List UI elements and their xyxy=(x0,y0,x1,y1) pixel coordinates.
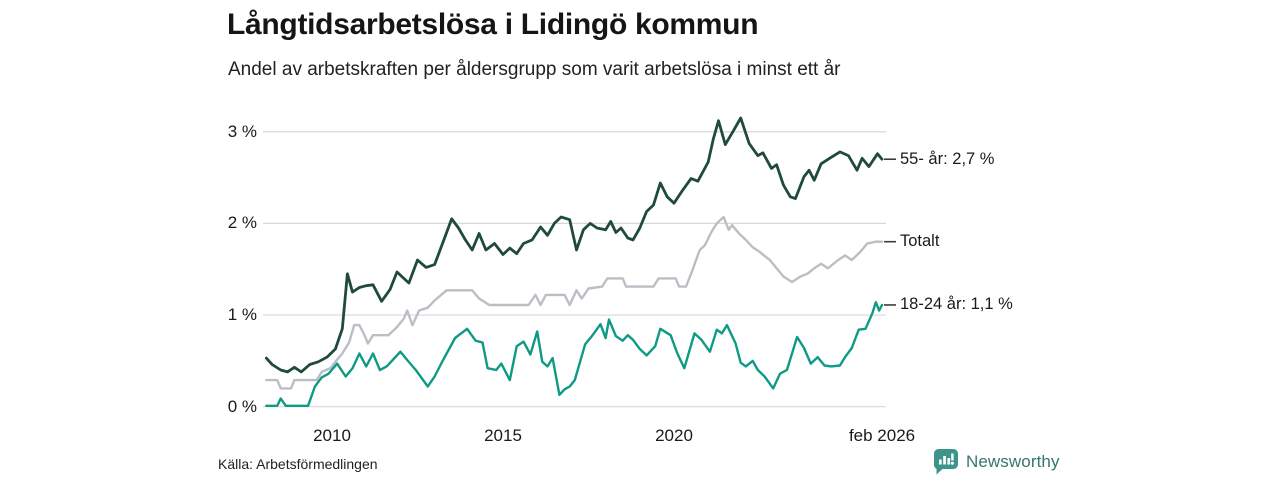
chart-subtitle: Andel av arbetskraften per åldersgrupp s… xyxy=(228,59,841,80)
brand-logo: Newsworthy xyxy=(934,449,1060,475)
newsworthy-logo-icon xyxy=(934,449,958,475)
brand-name: Newsworthy xyxy=(966,452,1060,471)
series-line-55-ar xyxy=(264,116,884,374)
chart-title: Långtidsarbetslösa i Lidingö kommun xyxy=(227,8,759,41)
series-line-18-24-ar xyxy=(265,301,884,407)
source-note: Källa: Arbetsförmedlingen xyxy=(218,456,378,472)
series-line-totalt xyxy=(265,215,884,390)
